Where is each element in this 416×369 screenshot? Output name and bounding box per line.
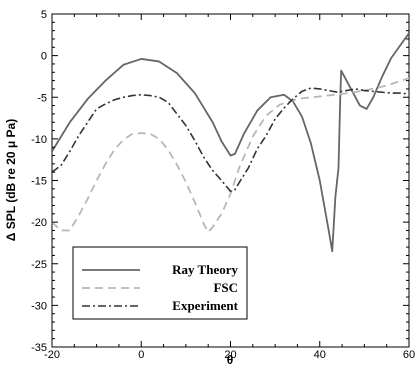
x-tick-label: 0 xyxy=(138,349,144,361)
series-line-ray-theory xyxy=(52,32,409,253)
series-layer xyxy=(52,32,409,253)
legend-label-ray-theory: Ray Theory xyxy=(172,262,238,277)
x-tick-label: 20 xyxy=(224,349,236,361)
legend: Ray Theory FSC Experiment xyxy=(72,246,248,320)
y-tick-label: -5 xyxy=(37,92,47,104)
legend-label-experiment: Experiment xyxy=(172,298,238,313)
y-tick-label: -30 xyxy=(31,300,47,312)
legend-box xyxy=(72,246,248,320)
y-tick-label: 0 xyxy=(41,51,47,63)
x-tick-label: 60 xyxy=(403,349,415,361)
x-axis-label: θ xyxy=(227,353,234,367)
y-axis-label: Δ SPL (dB re 20 μ Pa) xyxy=(4,119,18,241)
y-tick-label: -10 xyxy=(31,134,47,146)
y-tick-label: -20 xyxy=(31,217,47,229)
series-line-fsc xyxy=(52,77,409,234)
legend-label-fsc: FSC xyxy=(213,280,238,295)
ticks-layer: -20 0 20 40 60 5 0 -5 -10 -15 -20 -25 -30 -35 xyxy=(31,9,415,361)
y-tick-label: -35 xyxy=(31,342,47,354)
y-tick-label: -25 xyxy=(31,259,47,271)
y-tick-label: -15 xyxy=(31,176,47,188)
series-line-experiment xyxy=(52,87,409,193)
y-tick-label: 5 xyxy=(41,9,47,21)
x-tick-label: 40 xyxy=(314,349,326,361)
x-tick-label: -20 xyxy=(44,349,60,361)
